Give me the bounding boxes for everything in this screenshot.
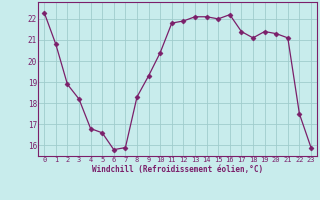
X-axis label: Windchill (Refroidissement éolien,°C): Windchill (Refroidissement éolien,°C) (92, 165, 263, 174)
